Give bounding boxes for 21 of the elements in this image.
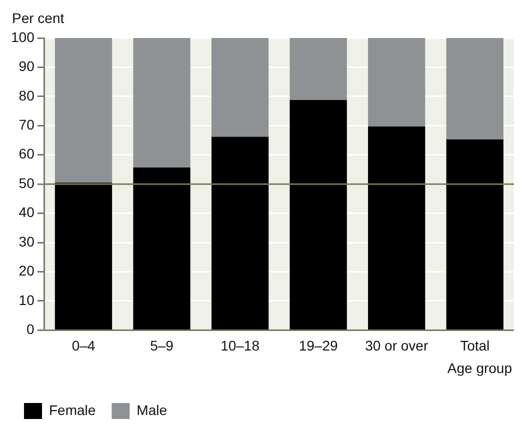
y-tick-label: 50 (18, 174, 35, 191)
y-tick-label: 100 (11, 28, 35, 45)
x-tick-label: 0–4 (72, 337, 96, 354)
y-tick-label: 10 (18, 292, 35, 308)
x-tick-label: 19–29 (298, 337, 338, 354)
y-tick-label: 30 (18, 233, 35, 250)
y-tick-label: 20 (18, 262, 35, 279)
y-tick-label: 40 (18, 204, 35, 220)
y-tick-label: 60 (18, 146, 35, 162)
y-tick-label: 70 (18, 116, 35, 133)
legend-label: Male (136, 402, 168, 418)
x-tick-label: Total (460, 337, 490, 354)
legend-label: Female (49, 402, 96, 418)
x-tick-label: 30 or over (365, 337, 428, 354)
y-tick-label: 80 (18, 87, 35, 104)
x-tick-label: 5–9 (150, 337, 174, 354)
y-tick-label: 0 (26, 321, 35, 338)
x-tick-label: 10–18 (220, 337, 260, 354)
y-tick-label: 90 (18, 58, 35, 74)
y-axis-title: Per cent (12, 10, 64, 26)
x-axis-title: Age group (447, 360, 512, 376)
